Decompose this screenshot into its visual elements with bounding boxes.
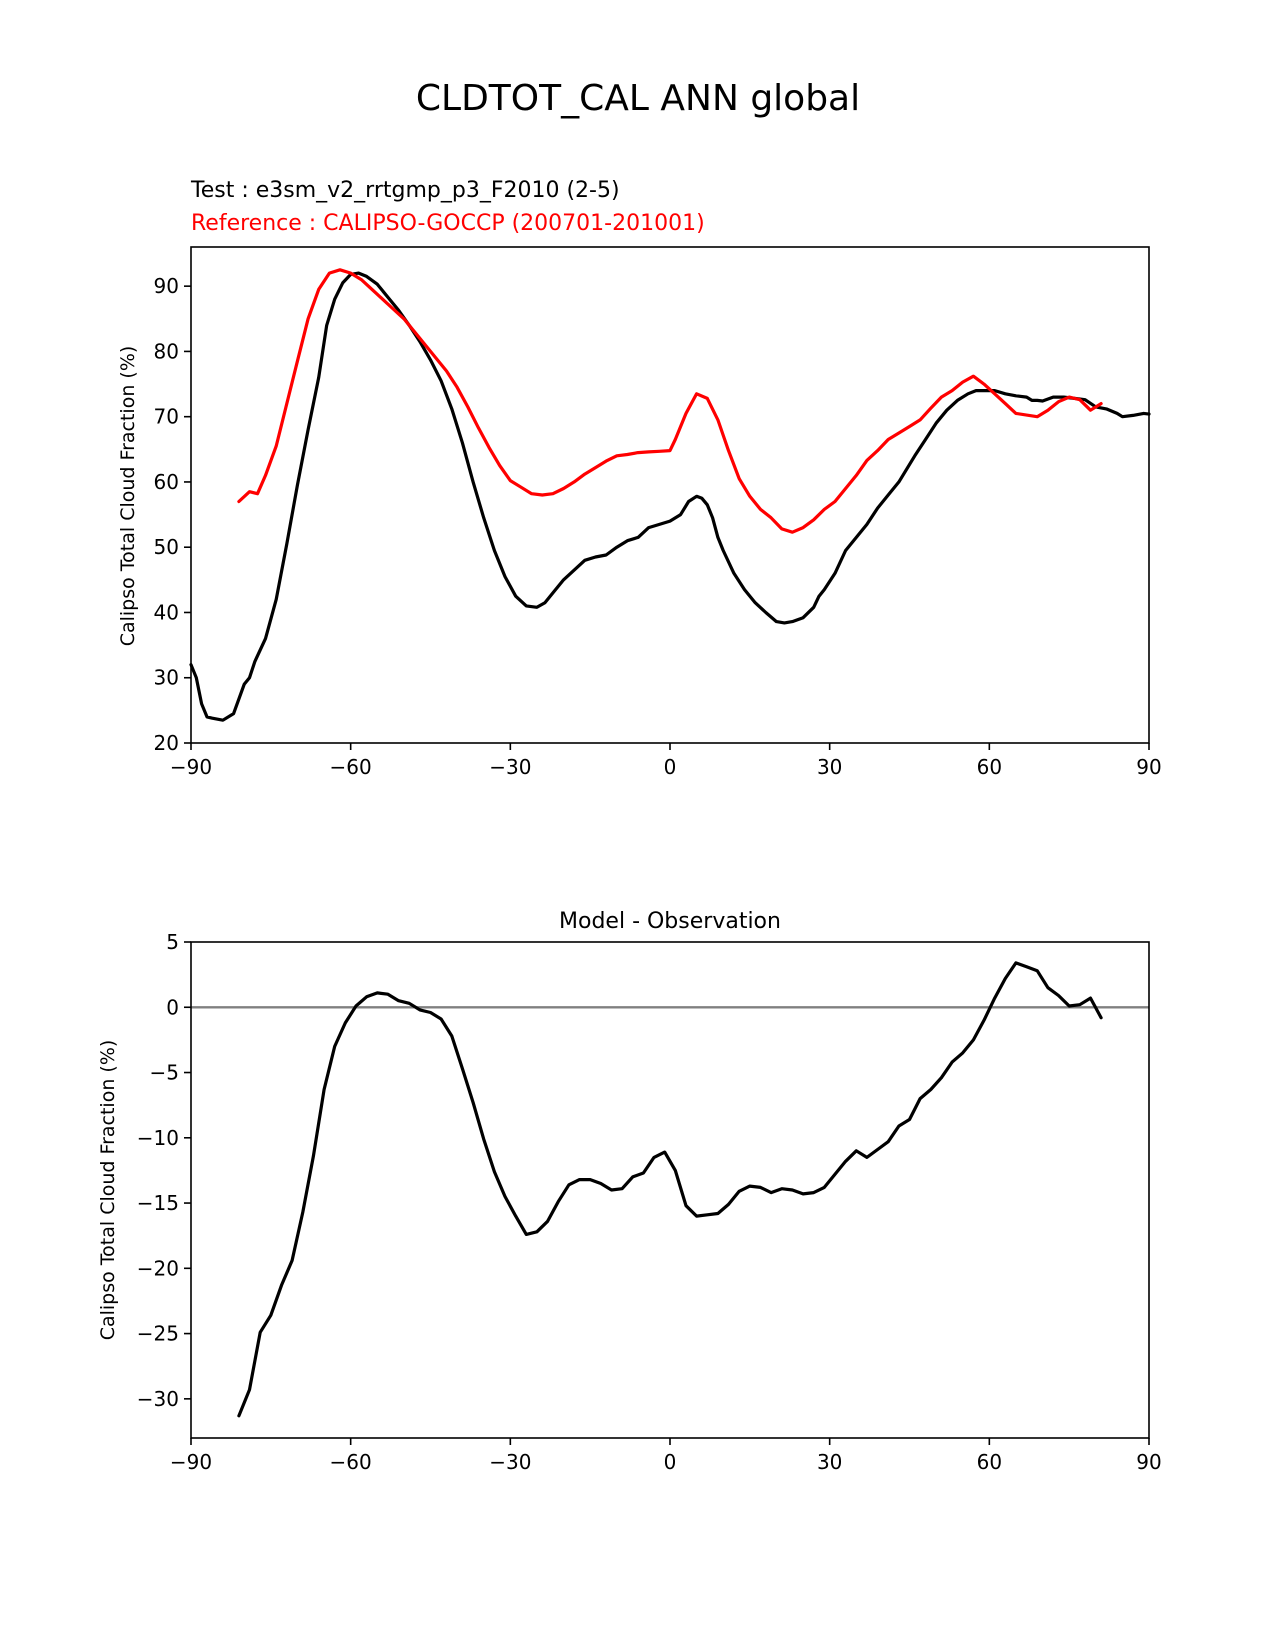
bottom-x-tick-label: −90 [170, 1450, 212, 1474]
top-y-tick-label: 50 [154, 535, 179, 559]
top-y-tick-label: 80 [154, 339, 179, 363]
bottom-series-model-observation-line [237, 961, 1103, 1418]
top-x-tick-label: −60 [330, 755, 372, 779]
bottom-panel: Model - Observation Calipso Total Cloud … [97, 909, 1162, 1474]
bottom-x-tick-label: 30 [817, 1450, 842, 1474]
bottom-y-tick-label: −10 [137, 1126, 179, 1150]
top-y-tick-label: 90 [154, 274, 179, 298]
bottom-y-tick-label: −30 [137, 1387, 179, 1411]
bottom-y-tick-label: −20 [137, 1256, 179, 1280]
top-x-tick-label: −30 [489, 755, 531, 779]
bottom-y-tick-label: 5 [166, 930, 179, 954]
test-title: Test : e3sm_v2_rrtgmp_p3_F2010 (2-5) [190, 178, 620, 203]
top-y-tick-label: 60 [154, 470, 179, 494]
top-y-tick-label: 70 [154, 405, 179, 429]
figure-suptitle: CLDTOT_CAL ANN global [416, 78, 860, 119]
top-y-tick-label: 40 [154, 600, 179, 624]
top-y-tick-label: 30 [154, 666, 179, 690]
top-x-tick-label: 30 [817, 755, 842, 779]
top-plot-frame [190, 246, 1150, 744]
bottom-series-lines [191, 961, 1149, 1418]
bottom-plot-frame [190, 941, 1150, 1439]
top-x-tick-label: −90 [170, 755, 212, 779]
reference-title: Reference : CALIPSO-GOCCP (200701-201001… [191, 211, 705, 236]
bottom-x-tick-label: 90 [1136, 1450, 1161, 1474]
bottom-y-tick-label: −5 [150, 1061, 179, 1085]
difference-title: Model - Observation [559, 909, 781, 934]
bottom-x-tick-label: −60 [330, 1450, 372, 1474]
top-x-tick-label: 90 [1136, 755, 1161, 779]
bottom-x-tick-label: −30 [489, 1450, 531, 1474]
top-series-lines [189, 268, 1151, 722]
top-x-tick-label: 0 [664, 755, 677, 779]
top-axis-ticks: −90 −60 −30 0 30 60 90 20 30 40 50 60 70 80 90 [154, 274, 1162, 779]
bottom-axis-ticks: −90 −60 −30 0 30 60 90 5 0 −5 −10 −15 −20 −25 −30 [137, 930, 1162, 1474]
top-x-tick-label: 60 [977, 755, 1002, 779]
top-panel: Test : e3sm_v2_rrtgmp_p3_F2010 (2-5) Ref… [117, 178, 1162, 779]
bottom-x-tick-label: 60 [977, 1450, 1002, 1474]
bottom-x-tick-label: 0 [664, 1450, 677, 1474]
top-y-tick-label: 20 [154, 731, 179, 755]
bottom-y-tick-label: 0 [166, 995, 179, 1019]
bottom-y-axis-label: Calipso Total Cloud Fraction (%) [97, 1040, 119, 1341]
top-series-reference-line [237, 268, 1103, 534]
top-y-axis-label: Calipso Total Cloud Fraction (%) [117, 346, 139, 647]
bottom-y-tick-label: −15 [137, 1191, 179, 1215]
bottom-y-tick-label: −25 [137, 1322, 179, 1346]
